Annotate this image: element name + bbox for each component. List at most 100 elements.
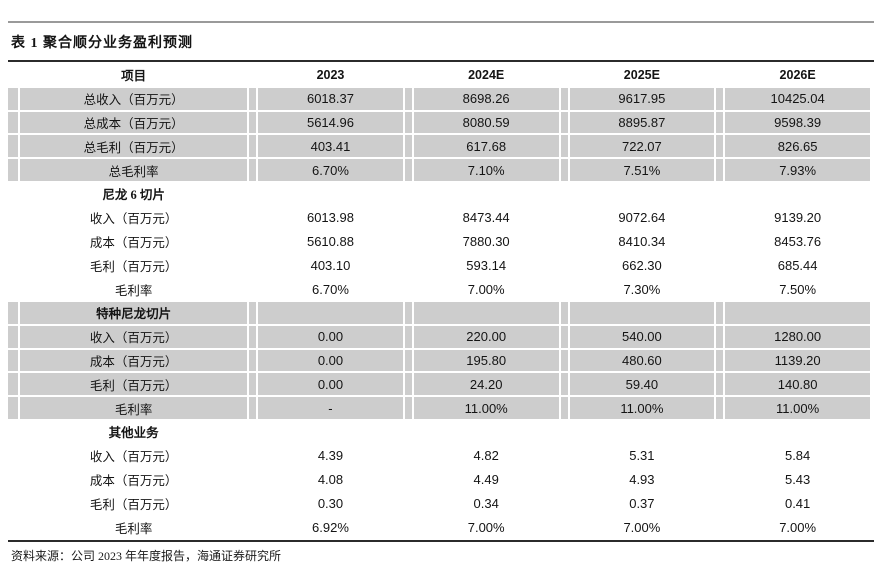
spacer-cell xyxy=(560,349,568,372)
cell-value xyxy=(725,301,870,324)
cell-value: 722.07 xyxy=(569,135,715,158)
row-label: 毛利率 xyxy=(20,397,248,419)
table-row: 毛利（百万元） 403.10 593.14 662.30 685.44 xyxy=(8,254,870,276)
row-label: 毛利率 xyxy=(114,521,153,536)
table-row: 收入（百万元） 0.00 220.00 540.00 1280.00 xyxy=(8,325,870,348)
table-row: 总收入（百万元） 6018.37 8698.26 9617.95 10425.04 xyxy=(8,87,870,110)
spacer-cell xyxy=(560,301,568,324)
cell-value: 1280.00 xyxy=(725,325,870,348)
cell-value: 5.43 xyxy=(784,471,811,487)
spacer-cell xyxy=(405,421,412,443)
spacer-cell xyxy=(716,135,724,158)
cell-value: 7.00% xyxy=(467,519,505,535)
cell-value: 8080.59 xyxy=(413,111,559,134)
cell-value: 9617.95 xyxy=(569,87,715,110)
table-row: 毛利率 -11.00% 11.00% 11.00% xyxy=(8,397,870,419)
spacer-cell xyxy=(249,159,257,181)
cell-value: 5.31 xyxy=(629,448,655,464)
cell-value xyxy=(725,421,870,443)
row-label: 总毛利率 xyxy=(20,159,248,181)
spacer-cell xyxy=(8,135,19,158)
cell-value: 9139.20 xyxy=(774,210,822,226)
row-label: 毛利（百万元） xyxy=(89,259,178,274)
cell-value: 9072.64 xyxy=(618,210,666,226)
cell-value: 403.41 xyxy=(258,135,403,158)
spacer-cell xyxy=(8,397,19,419)
cell-value xyxy=(258,301,403,324)
cell-value: 0.41 xyxy=(784,495,811,511)
spacer-cell xyxy=(249,349,257,372)
table-row: 成本（百万元） 0.00 195.80 480.60 1139.20 xyxy=(8,349,870,372)
spacer-cell xyxy=(249,135,257,158)
spacer-cell xyxy=(404,301,412,324)
spacer-cell xyxy=(716,278,723,300)
spacer-cell xyxy=(716,373,724,396)
table-row: 毛利（百万元） 0.30 0.34 0.37 0.41 xyxy=(8,492,870,514)
spacer-cell xyxy=(405,445,412,467)
spacer-cell xyxy=(8,516,18,538)
spacer-cell xyxy=(716,254,723,276)
spacer-cell xyxy=(716,492,723,514)
spacer-cell xyxy=(716,183,723,205)
table-title: 表 1 聚合顺分业务盈利预测 xyxy=(11,36,193,51)
spacer-cell xyxy=(405,278,412,300)
spacer-cell xyxy=(404,325,412,348)
table-row: 总毛利（百万元） 403.41 617.68 722.07 826.65 xyxy=(8,135,870,158)
spacer-cell xyxy=(249,87,257,110)
cell-value xyxy=(413,301,559,324)
top-divider xyxy=(8,21,874,23)
cell-value: 8473.44 xyxy=(462,210,510,226)
spacer-cell xyxy=(249,231,256,253)
row-label: 收入（百万元） xyxy=(89,450,178,465)
cell-value: 4.49 xyxy=(473,471,499,487)
cell-value: 8698.26 xyxy=(413,87,559,110)
cell-value: 6.92% xyxy=(312,519,349,535)
section-name: 其他业务 xyxy=(108,426,159,441)
spacer-cell xyxy=(249,301,257,324)
cell-value: 195.80 xyxy=(413,349,559,372)
cell-value: 0.00 xyxy=(258,373,403,396)
cell-value: 7.93% xyxy=(725,159,870,181)
profit-forecast-table: 项目 2023 2024E 2025E 2026E 总收入（百万元） 6018.3… xyxy=(6,62,872,540)
spacer-cell xyxy=(716,301,724,324)
table-header-row: 项目 2023 2024E 2025E 2026E xyxy=(8,64,870,86)
spacer-cell xyxy=(8,325,19,348)
spacer-cell xyxy=(8,254,18,276)
spacer-cell xyxy=(716,64,723,86)
spacer-cell xyxy=(405,492,412,514)
spacer-cell xyxy=(249,278,256,300)
spacer-cell xyxy=(8,278,18,300)
cell-value: 4.93 xyxy=(629,471,655,487)
title-divider xyxy=(8,60,874,62)
table-row: 收入（百万元） 4.39 4.82 5.31 5.84 xyxy=(8,445,870,467)
cell-value: 480.60 xyxy=(569,349,715,372)
spacer-cell xyxy=(560,135,568,158)
cell-value xyxy=(570,183,715,205)
spacer-cell xyxy=(405,64,412,86)
cell-value: 6.70% xyxy=(312,281,349,297)
spacer-cell xyxy=(249,183,256,205)
cell-value: - xyxy=(258,397,403,419)
column-header-item: 项目 xyxy=(121,69,147,84)
spacer-cell xyxy=(716,231,723,253)
spacer-cell xyxy=(8,64,18,86)
cell-value: 5614.96 xyxy=(258,111,403,134)
cell-value: 540.00 xyxy=(569,325,715,348)
cell-value xyxy=(258,421,403,443)
cell-value: 140.80 xyxy=(725,373,870,396)
cell-value: 617.68 xyxy=(413,135,559,158)
spacer-cell xyxy=(249,325,257,348)
spacer-cell xyxy=(249,373,257,396)
cell-value: 0.37 xyxy=(629,495,655,511)
cell-value: 0.30 xyxy=(317,495,344,511)
cell-value: 220.00 xyxy=(413,325,559,348)
spacer-cell xyxy=(716,111,724,134)
row-label: 总收入（百万元） xyxy=(20,87,248,110)
cell-value: 11.00% xyxy=(569,397,715,419)
row-label: 毛利（百万元） xyxy=(20,373,248,396)
cell-value: 24.20 xyxy=(413,373,559,396)
spacer-cell xyxy=(561,469,568,491)
row-label: 收入（百万元） xyxy=(89,212,178,227)
table-row: 毛利率 6.92% 7.00% 7.00% 7.00% xyxy=(8,516,870,538)
spacer-cell xyxy=(404,87,412,110)
